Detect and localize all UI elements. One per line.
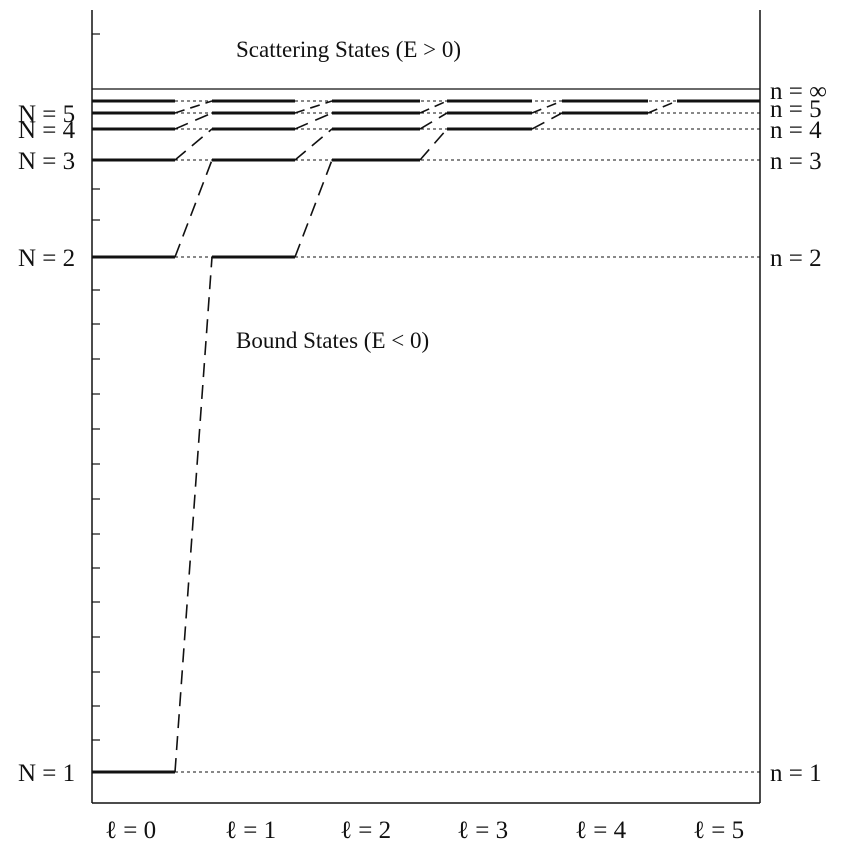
left-axis-ticks (92, 33, 100, 741)
level-connector (419, 128, 448, 161)
level-connector (174, 100, 213, 114)
level-connector (174, 256, 213, 773)
l-label-3: ℓ = 3 (457, 817, 508, 844)
left-label-N3: N = 3 (18, 148, 75, 175)
level-connector (294, 159, 333, 258)
level-connector (174, 159, 213, 258)
level-connector (294, 128, 333, 161)
l-label-4: ℓ = 4 (575, 817, 627, 844)
l-label-0: ℓ = 0 (105, 817, 156, 844)
level-connector (294, 100, 333, 114)
right-label-n5: n = 5 (770, 96, 822, 123)
labels: Scattering States (E > 0) Bound States (… (18, 37, 827, 844)
l-label-5: ℓ = 5 (693, 817, 744, 844)
left-label-N2: N = 2 (18, 245, 75, 272)
level-connector (531, 100, 563, 114)
scattering-states-label: Scattering States (E > 0) (236, 37, 461, 62)
bound-states-label: Bound States (E < 0) (236, 328, 429, 353)
right-label-n2: n = 2 (770, 245, 822, 272)
left-label-N5: N = 5 (18, 101, 75, 128)
level-connector (531, 112, 563, 130)
level-connector (294, 112, 333, 130)
right-label-n4: n = 4 (770, 117, 822, 144)
left-label-N4: N = 4 (18, 117, 76, 144)
level-connector (174, 112, 213, 130)
level-connector (419, 100, 448, 114)
diagram-frame (91, 10, 761, 804)
right-label-n3: n = 3 (770, 148, 822, 175)
level-connector (174, 128, 213, 161)
right-label-n1: n = 1 (770, 760, 822, 787)
l-label-2: ℓ = 2 (340, 817, 391, 844)
l-label-1: ℓ = 1 (225, 817, 276, 844)
left-label-N1: N = 1 (18, 760, 75, 787)
level-connector (647, 100, 678, 114)
level-connector (419, 112, 448, 130)
right-label-ninf: n = ∞ (770, 78, 827, 105)
level-connectors (174, 100, 678, 773)
energy-levels (92, 99, 760, 774)
